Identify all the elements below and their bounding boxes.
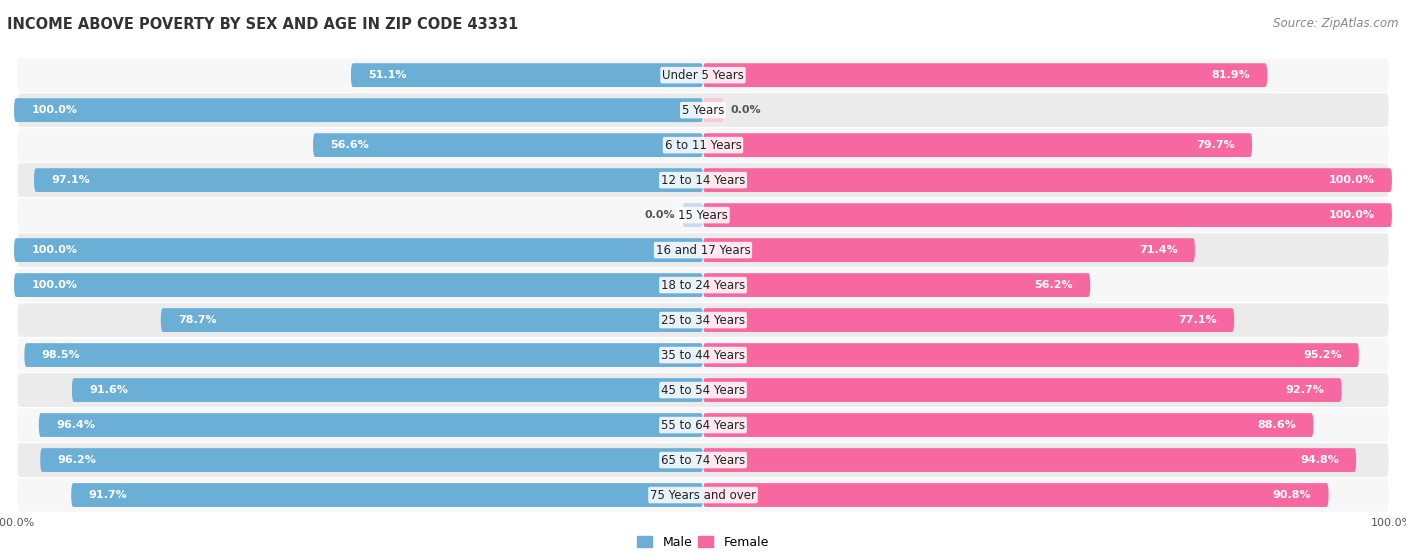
Text: 35 to 44 Years: 35 to 44 Years [661, 349, 745, 362]
Text: INCOME ABOVE POVERTY BY SEX AND AGE IN ZIP CODE 43331: INCOME ABOVE POVERTY BY SEX AND AGE IN Z… [7, 17, 519, 32]
Text: 96.4%: 96.4% [56, 420, 96, 430]
Legend: Male, Female: Male, Female [633, 531, 773, 554]
FancyBboxPatch shape [703, 483, 1329, 507]
FancyBboxPatch shape [17, 338, 1389, 372]
FancyBboxPatch shape [703, 273, 1090, 297]
FancyBboxPatch shape [34, 168, 703, 192]
Text: 16 and 17 Years: 16 and 17 Years [655, 244, 751, 257]
Text: 94.8%: 94.8% [1301, 455, 1339, 465]
Text: 100.0%: 100.0% [1329, 175, 1375, 185]
FancyBboxPatch shape [17, 304, 1389, 337]
FancyBboxPatch shape [703, 63, 1267, 87]
FancyBboxPatch shape [17, 408, 1389, 442]
Text: 100.0%: 100.0% [1329, 210, 1375, 220]
Text: 18 to 24 Years: 18 to 24 Years [661, 278, 745, 292]
Text: 81.9%: 81.9% [1211, 70, 1250, 80]
Text: 0.0%: 0.0% [731, 105, 761, 115]
FancyBboxPatch shape [24, 343, 703, 367]
Text: 15 Years: 15 Years [678, 209, 728, 221]
Text: 91.7%: 91.7% [89, 490, 127, 500]
FancyBboxPatch shape [703, 448, 1357, 472]
Text: 45 to 54 Years: 45 to 54 Years [661, 383, 745, 396]
Text: 75 Years and over: 75 Years and over [650, 489, 756, 501]
FancyBboxPatch shape [14, 238, 703, 262]
Text: 90.8%: 90.8% [1272, 490, 1312, 500]
Text: Source: ZipAtlas.com: Source: ZipAtlas.com [1274, 17, 1399, 30]
FancyBboxPatch shape [314, 133, 703, 157]
Text: 12 to 14 Years: 12 to 14 Years [661, 174, 745, 187]
FancyBboxPatch shape [41, 448, 703, 472]
Text: 96.2%: 96.2% [58, 455, 97, 465]
FancyBboxPatch shape [17, 198, 1389, 232]
FancyBboxPatch shape [72, 483, 703, 507]
Text: 100.0%: 100.0% [31, 280, 77, 290]
Text: 95.2%: 95.2% [1303, 350, 1341, 360]
Text: 100.0%: 100.0% [31, 105, 77, 115]
FancyBboxPatch shape [17, 93, 1389, 127]
FancyBboxPatch shape [39, 413, 703, 437]
Text: 71.4%: 71.4% [1139, 245, 1178, 255]
FancyBboxPatch shape [160, 308, 703, 332]
Text: 98.5%: 98.5% [42, 350, 80, 360]
FancyBboxPatch shape [17, 268, 1389, 302]
FancyBboxPatch shape [703, 168, 1392, 192]
FancyBboxPatch shape [17, 58, 1389, 92]
Text: 91.6%: 91.6% [89, 385, 128, 395]
Text: 5 Years: 5 Years [682, 103, 724, 117]
Text: 100.0%: 100.0% [31, 245, 77, 255]
FancyBboxPatch shape [703, 308, 1234, 332]
Text: 56.2%: 56.2% [1035, 280, 1073, 290]
Text: 77.1%: 77.1% [1178, 315, 1218, 325]
FancyBboxPatch shape [17, 129, 1389, 162]
Text: 55 to 64 Years: 55 to 64 Years [661, 419, 745, 432]
Text: 51.1%: 51.1% [368, 70, 406, 80]
FancyBboxPatch shape [703, 343, 1358, 367]
FancyBboxPatch shape [703, 378, 1341, 402]
FancyBboxPatch shape [14, 273, 703, 297]
FancyBboxPatch shape [14, 98, 703, 122]
Text: 92.7%: 92.7% [1285, 385, 1324, 395]
Text: 88.6%: 88.6% [1257, 420, 1296, 430]
FancyBboxPatch shape [17, 373, 1389, 407]
Text: 56.6%: 56.6% [330, 140, 368, 150]
Text: Under 5 Years: Under 5 Years [662, 69, 744, 82]
FancyBboxPatch shape [682, 203, 703, 227]
FancyBboxPatch shape [703, 238, 1195, 262]
Text: 6 to 11 Years: 6 to 11 Years [665, 139, 741, 151]
FancyBboxPatch shape [703, 203, 1392, 227]
Text: 65 to 74 Years: 65 to 74 Years [661, 453, 745, 467]
FancyBboxPatch shape [72, 378, 703, 402]
FancyBboxPatch shape [17, 233, 1389, 267]
FancyBboxPatch shape [17, 443, 1389, 477]
FancyBboxPatch shape [17, 163, 1389, 197]
Text: 25 to 34 Years: 25 to 34 Years [661, 314, 745, 326]
FancyBboxPatch shape [703, 133, 1253, 157]
FancyBboxPatch shape [703, 98, 724, 122]
Text: 97.1%: 97.1% [51, 175, 90, 185]
Text: 0.0%: 0.0% [645, 210, 675, 220]
Text: 79.7%: 79.7% [1197, 140, 1234, 150]
FancyBboxPatch shape [703, 413, 1313, 437]
Text: 78.7%: 78.7% [179, 315, 217, 325]
FancyBboxPatch shape [17, 479, 1389, 512]
FancyBboxPatch shape [352, 63, 703, 87]
